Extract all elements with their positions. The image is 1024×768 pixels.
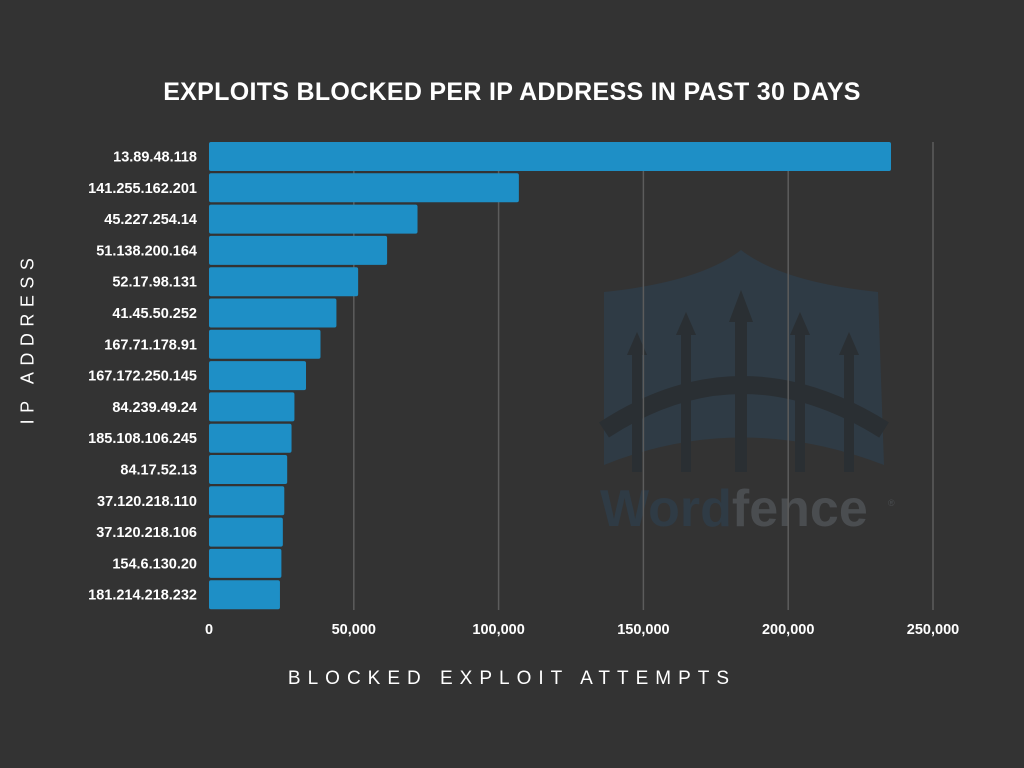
y-tick-label: 84.239.49.24 — [112, 400, 197, 416]
y-tick-label: 185.108.106.245 — [88, 431, 197, 447]
x-tick-label: 150,000 — [617, 622, 669, 638]
bar — [209, 455, 288, 484]
x-tick-label: 250,000 — [907, 622, 959, 638]
x-tick-label: 0 — [205, 622, 213, 638]
x-axis-label: BLOCKED EXPLOIT ATTEMPTS — [287, 668, 737, 689]
logo-text: Wordfence — [600, 480, 868, 538]
y-tick-label: 37.120.218.106 — [96, 525, 197, 541]
y-tick-label: 181.214.218.232 — [88, 588, 197, 604]
y-tick-label: 84.17.52.13 — [120, 463, 197, 479]
x-tick-label: 100,000 — [472, 622, 524, 638]
y-tick-label: 13.89.48.118 — [113, 150, 197, 166]
bar — [209, 204, 418, 234]
logo-pickets — [627, 290, 859, 472]
bars — [209, 142, 892, 610]
bar — [209, 173, 519, 203]
bar — [209, 392, 295, 422]
bar — [209, 423, 292, 453]
bar — [209, 329, 321, 359]
bar — [209, 548, 282, 578]
bar — [209, 298, 337, 328]
y-tick-label: 167.71.178.91 — [104, 337, 197, 353]
y-tick-label: 37.120.218.110 — [97, 494, 197, 510]
bar — [209, 267, 359, 297]
x-tick-labels: 0 50,000 100,000 150,000 200,000 250,000 — [205, 622, 959, 638]
bar — [209, 142, 892, 171]
y-tick-label: 141.255.162.201 — [88, 181, 197, 197]
y-tick-label: 52.17.98.131 — [112, 275, 197, 291]
bar — [209, 517, 283, 547]
x-tick-label: 200,000 — [762, 622, 814, 638]
logo-registered-mark: ® — [888, 498, 895, 508]
x-tick-label: 50,000 — [332, 622, 376, 638]
bar — [209, 580, 280, 610]
y-tick-label: 45.227.254.14 — [104, 212, 197, 228]
y-tick-label: 154.6.130.20 — [112, 556, 197, 572]
bar — [209, 361, 307, 391]
chart-title: EXPLOITS BLOCKED PER IP ADDRESS IN PAST … — [163, 78, 861, 106]
wordfence-logo: Wordfence ® — [599, 250, 895, 538]
y-tick-label: 167.172.250.145 — [88, 369, 197, 385]
bar — [209, 235, 388, 265]
y-tick-labels: 13.89.48.118 141.255.162.201 45.227.254.14… — [88, 150, 197, 604]
bar — [209, 486, 285, 516]
y-tick-label: 41.45.50.252 — [112, 306, 197, 322]
y-tick-label: 51.138.200.164 — [96, 243, 197, 259]
